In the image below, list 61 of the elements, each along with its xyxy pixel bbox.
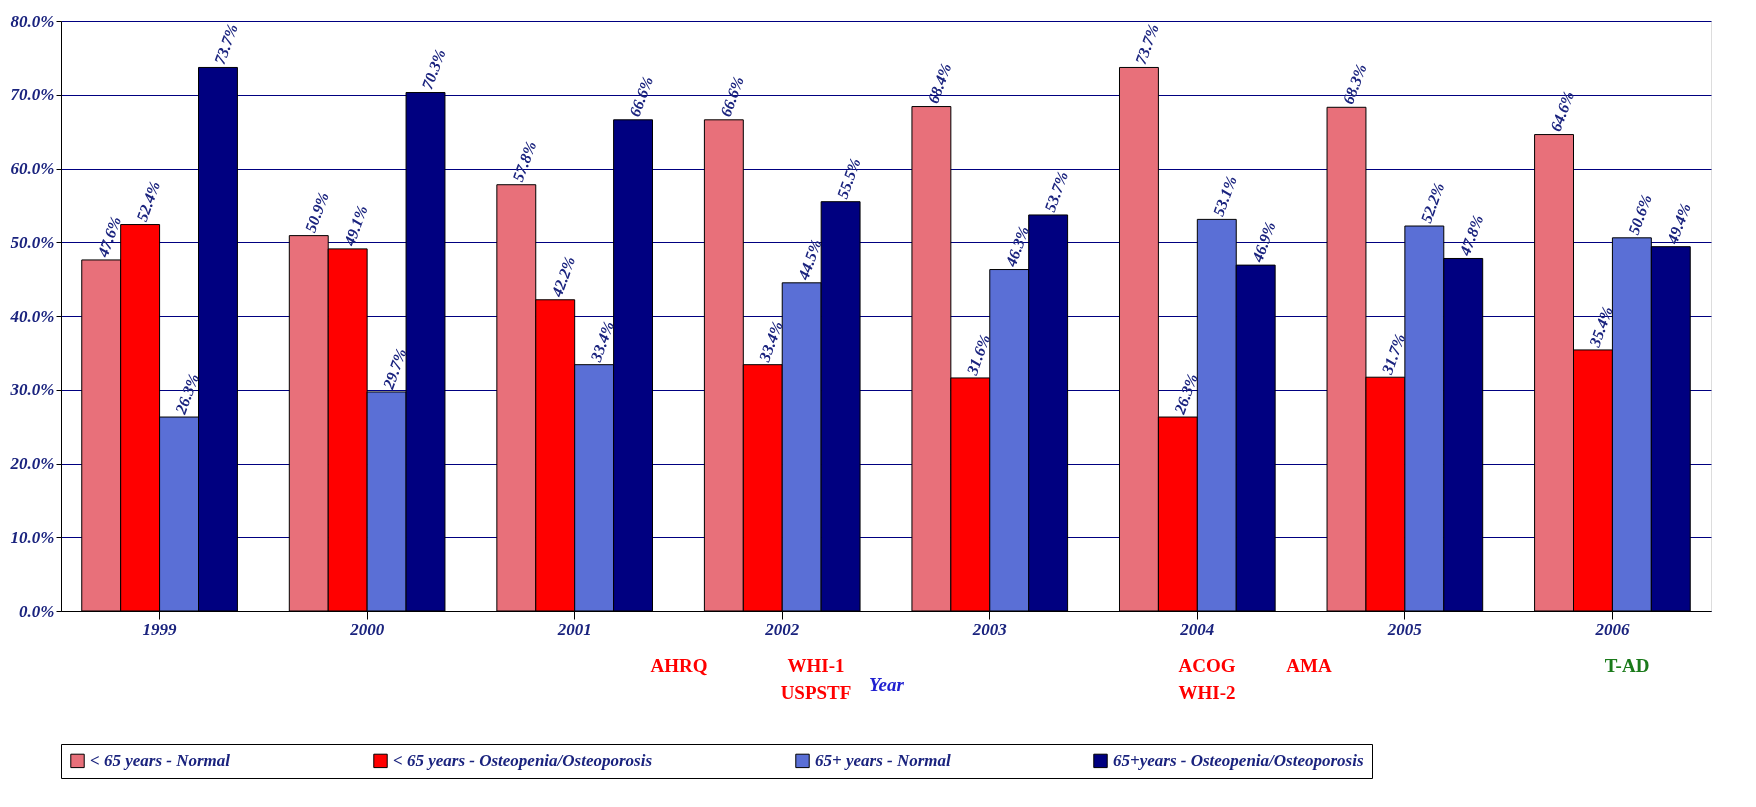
data-label: 42.2% — [547, 254, 579, 300]
data-label: 73.7% — [210, 21, 241, 67]
data-label: 31.6% — [962, 332, 994, 378]
text: WHI-2 — [1178, 682, 1236, 703]
legend-label: < 65 years - Osteopenia/Osteoporosis — [393, 750, 653, 770]
data-label: 52.4% — [133, 178, 164, 224]
y-tick-label: 50.0% — [10, 232, 55, 252]
y-tick-label: 60.0% — [10, 159, 55, 178]
x-tick-label: 2001 — [556, 619, 592, 639]
legend-label: 65+ years - Normal — [815, 750, 952, 770]
y-tick-label: 40.0% — [9, 306, 55, 326]
data-label: 46.3% — [1001, 223, 1033, 270]
data-label: 68.3% — [1339, 61, 1370, 107]
data-label: 53.7% — [1041, 169, 1072, 214]
x-tick-label: 1999 — [142, 619, 178, 639]
data-label: 55.5% — [833, 156, 864, 201]
text: AMA — [1286, 655, 1332, 676]
data-label: 44.5% — [794, 237, 825, 283]
y-tick-label: 20.0% — [9, 454, 55, 473]
data-label: 52.2% — [1417, 180, 1448, 225]
text: ACOG — [1178, 655, 1236, 676]
y-tick-label: 80.0% — [10, 11, 55, 31]
x-tick-label: 2002 — [764, 619, 800, 639]
data-label: 49.1% — [340, 203, 371, 249]
x-tick-label: 2006 — [1594, 619, 1630, 639]
data-label: 26.3% — [171, 371, 203, 417]
data-label: 29.7% — [379, 346, 410, 392]
data-label: 49.4% — [1663, 201, 1694, 247]
data-label: 46.9% — [1248, 219, 1279, 266]
data-label: 35.4% — [1585, 304, 1616, 350]
legend-label: 65+years - Osteopenia/Osteoporosis — [1113, 750, 1364, 770]
text: T-AD — [1604, 655, 1650, 676]
data-label: 47.6% — [93, 214, 125, 260]
x-axis-title: Year — [869, 673, 905, 695]
data-label: 53.1% — [1209, 173, 1240, 219]
data-label: 26.3% — [1170, 371, 1201, 417]
text: USPSTF — [780, 682, 852, 703]
x-tick-label: 2000 — [349, 619, 385, 639]
legend-label: < 65 years - Normal — [90, 750, 231, 770]
data-label: 70.3% — [418, 46, 449, 92]
y-tick-label: 0.0% — [19, 601, 55, 621]
y-tick-label: 30.0% — [9, 380, 55, 400]
data-label: 50.6% — [1624, 192, 1655, 237]
x-tick-label: 2004 — [1179, 619, 1215, 639]
y-tick-label: 10.0% — [10, 527, 55, 547]
text: WHI-1 — [787, 655, 845, 676]
data-label: 33.4% — [755, 319, 786, 365]
data-label: 31.7% — [1377, 331, 1409, 378]
data-label: 66.6% — [716, 74, 747, 119]
data-label: 64.6% — [1546, 88, 1578, 134]
data-label: 33.4% — [586, 319, 618, 365]
data-label: 57.8% — [509, 139, 540, 184]
x-tick-label: 2003 — [971, 619, 1008, 639]
text: AHRQ — [650, 655, 708, 676]
y-tick-label: 70.0% — [10, 85, 55, 105]
data-label: 73.7% — [1131, 21, 1162, 67]
x-tick-label: 2005 — [1386, 619, 1423, 639]
data-label: 50.9% — [301, 189, 332, 235]
data-label: 66.6% — [625, 74, 657, 119]
data-label: 47.8% — [1455, 212, 1487, 259]
data-label: 68.4% — [924, 60, 955, 106]
